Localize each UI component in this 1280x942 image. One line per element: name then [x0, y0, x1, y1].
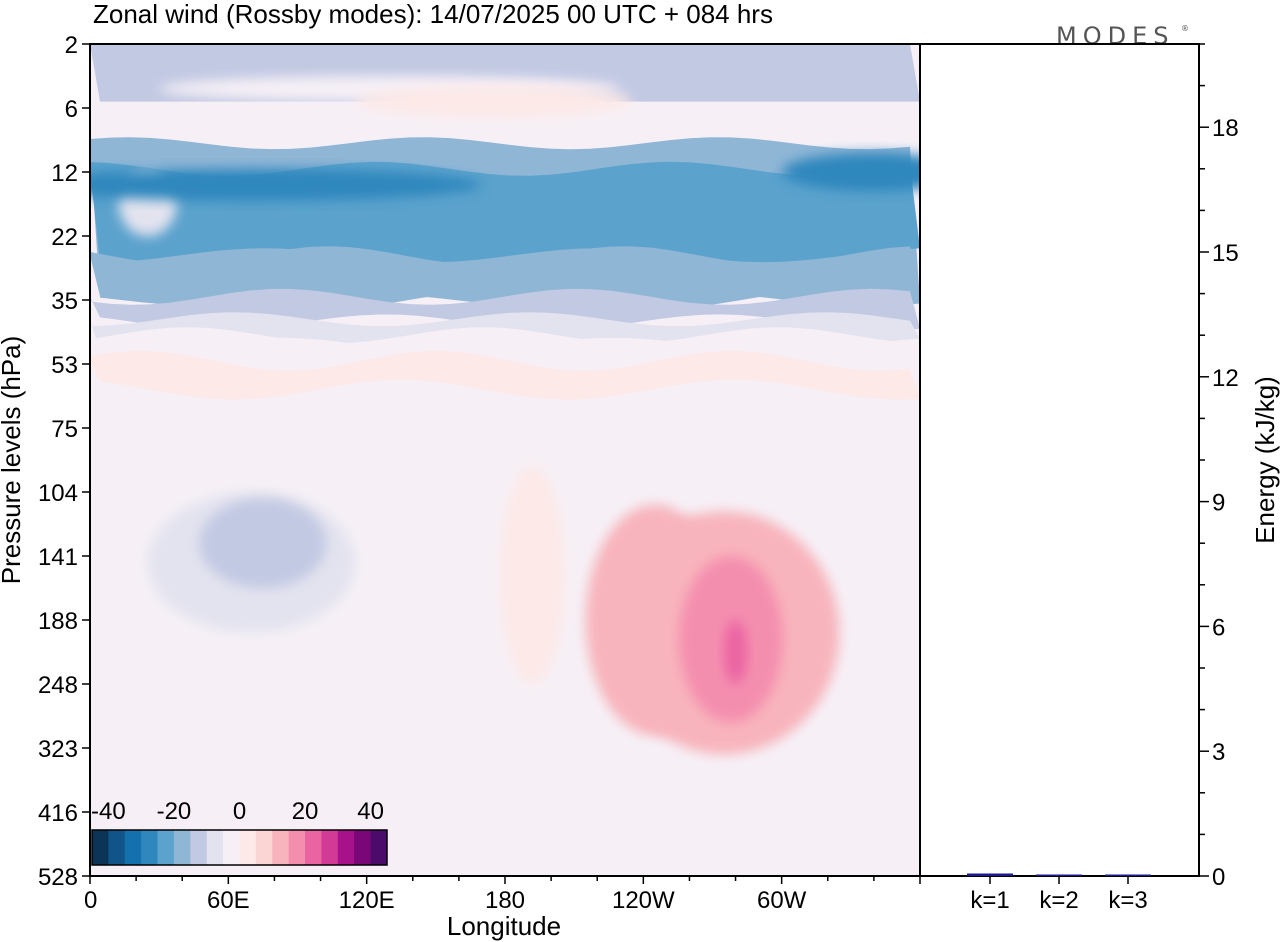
colorbar-swatch — [370, 830, 388, 865]
longitude-tick-label: 60E — [207, 887, 250, 914]
colorbar-swatch — [255, 830, 273, 865]
colorbar-tick-label: -20 — [157, 798, 192, 825]
energy-bar-chart: k=1 k=2 k=3 — [967, 873, 1151, 914]
wind-feature — [781, 152, 920, 192]
wind-band — [90, 350, 920, 400]
colorbar-tick-label: -40 — [91, 798, 126, 825]
energy-tick-label: 3 — [1212, 739, 1225, 766]
wind-feature — [90, 168, 482, 201]
colorbar-tick-label: 0 — [233, 798, 246, 825]
x-axis-label: Longitude — [447, 911, 561, 941]
pressure-tick-label: 6 — [65, 96, 78, 123]
pressure-tick-label: 75 — [51, 416, 78, 443]
colorbar-swatch — [239, 830, 257, 865]
pressure-tick-label: 323 — [38, 736, 78, 763]
stratosphere-bands — [90, 44, 920, 400]
energy-bar — [967, 873, 1013, 876]
colorbar: -40 -20 0 20 40 — [91, 798, 388, 866]
energy-tick-label: 6 — [1212, 614, 1225, 641]
modes-logo: MODES — [1056, 22, 1174, 50]
energy-category-label: k=2 — [1039, 887, 1078, 914]
colorbar-swatch — [157, 830, 175, 865]
energy-bar — [1105, 874, 1151, 876]
energy-category-label: k=1 — [970, 887, 1009, 914]
energy-tick-label: 15 — [1212, 240, 1239, 267]
colorbar-swatch — [108, 830, 126, 865]
pressure-tick-label: 12 — [51, 160, 78, 187]
energy-panel-frame — [919, 43, 1200, 877]
pressure-tick-label: 528 — [38, 864, 78, 891]
chart-title: Zonal wind (Rossby modes): 14/07/2025 00… — [93, 0, 773, 29]
pressure-tick-label: 416 — [38, 800, 78, 827]
colorbar-swatch — [354, 830, 372, 865]
colorbar-tick-label: 20 — [292, 798, 319, 825]
energy-category-label: k=3 — [1108, 887, 1147, 914]
pressure-tick-label: 35 — [51, 288, 78, 315]
longitude-tick-label: 120E — [339, 887, 395, 914]
colorbar-swatch — [305, 830, 322, 865]
colorbar-tick-label: 40 — [357, 798, 384, 825]
pressure-tick-label: 104 — [38, 480, 78, 507]
wind-feature — [724, 620, 748, 684]
colorbar-swatch — [141, 830, 159, 865]
pressure-tick-label: 22 — [51, 224, 78, 251]
longitude-axis: 0 60E 120E 180 120W 60W — [84, 876, 921, 914]
energy-tick-label: 12 — [1212, 365, 1239, 392]
colorbar-swatch — [92, 830, 109, 865]
pressure-tick-label: 53 — [51, 352, 78, 379]
colorbar-swatch — [337, 830, 355, 865]
energy-bar — [1036, 874, 1082, 876]
y-axis-label: Pressure levels (hPa) — [0, 336, 26, 585]
colorbar-swatch — [223, 830, 240, 865]
longitude-tick-label: 60W — [757, 887, 807, 914]
colorbar-swatch — [173, 830, 191, 865]
energy-tick-label: 18 — [1212, 115, 1239, 142]
longitude-tick-label: 120W — [612, 887, 675, 914]
colorbar-swatch — [272, 830, 290, 865]
energy-axis-label: Energy (kJ/kg) — [1250, 376, 1280, 544]
energy-tick-label: 0 — [1212, 864, 1225, 891]
wind-feature — [199, 498, 327, 588]
colorbar-swatch — [206, 830, 224, 865]
colorbar-swatch — [288, 830, 306, 865]
pressure-tick-label: 188 — [38, 608, 78, 635]
registered-mark: ® — [1181, 24, 1195, 33]
colorbar-frame — [91, 829, 388, 866]
wind-feature — [500, 466, 565, 684]
longitude-tick-label: 180 — [485, 887, 525, 914]
colorbar-swatch — [124, 830, 142, 865]
wind-features — [90, 76, 920, 755]
pressure-tick-label: 141 — [38, 544, 78, 571]
wind-contour-map — [90, 44, 920, 876]
colorbar-swatch — [321, 830, 339, 865]
energy-tick-label: 9 — [1212, 490, 1225, 517]
pressure-tick-label: 248 — [38, 672, 78, 699]
energy-axis: 0 3 6 9 12 15 18 — [1199, 43, 1239, 891]
wind-feature — [355, 85, 632, 118]
pressure-axis: 2 6 12 22 35 53 75 104 141 188 248 323 416 528 — [38, 32, 90, 891]
longitude-tick-label: 0 — [84, 887, 97, 914]
colorbar-swatch — [190, 830, 208, 865]
pressure-tick-label: 2 — [65, 32, 78, 59]
